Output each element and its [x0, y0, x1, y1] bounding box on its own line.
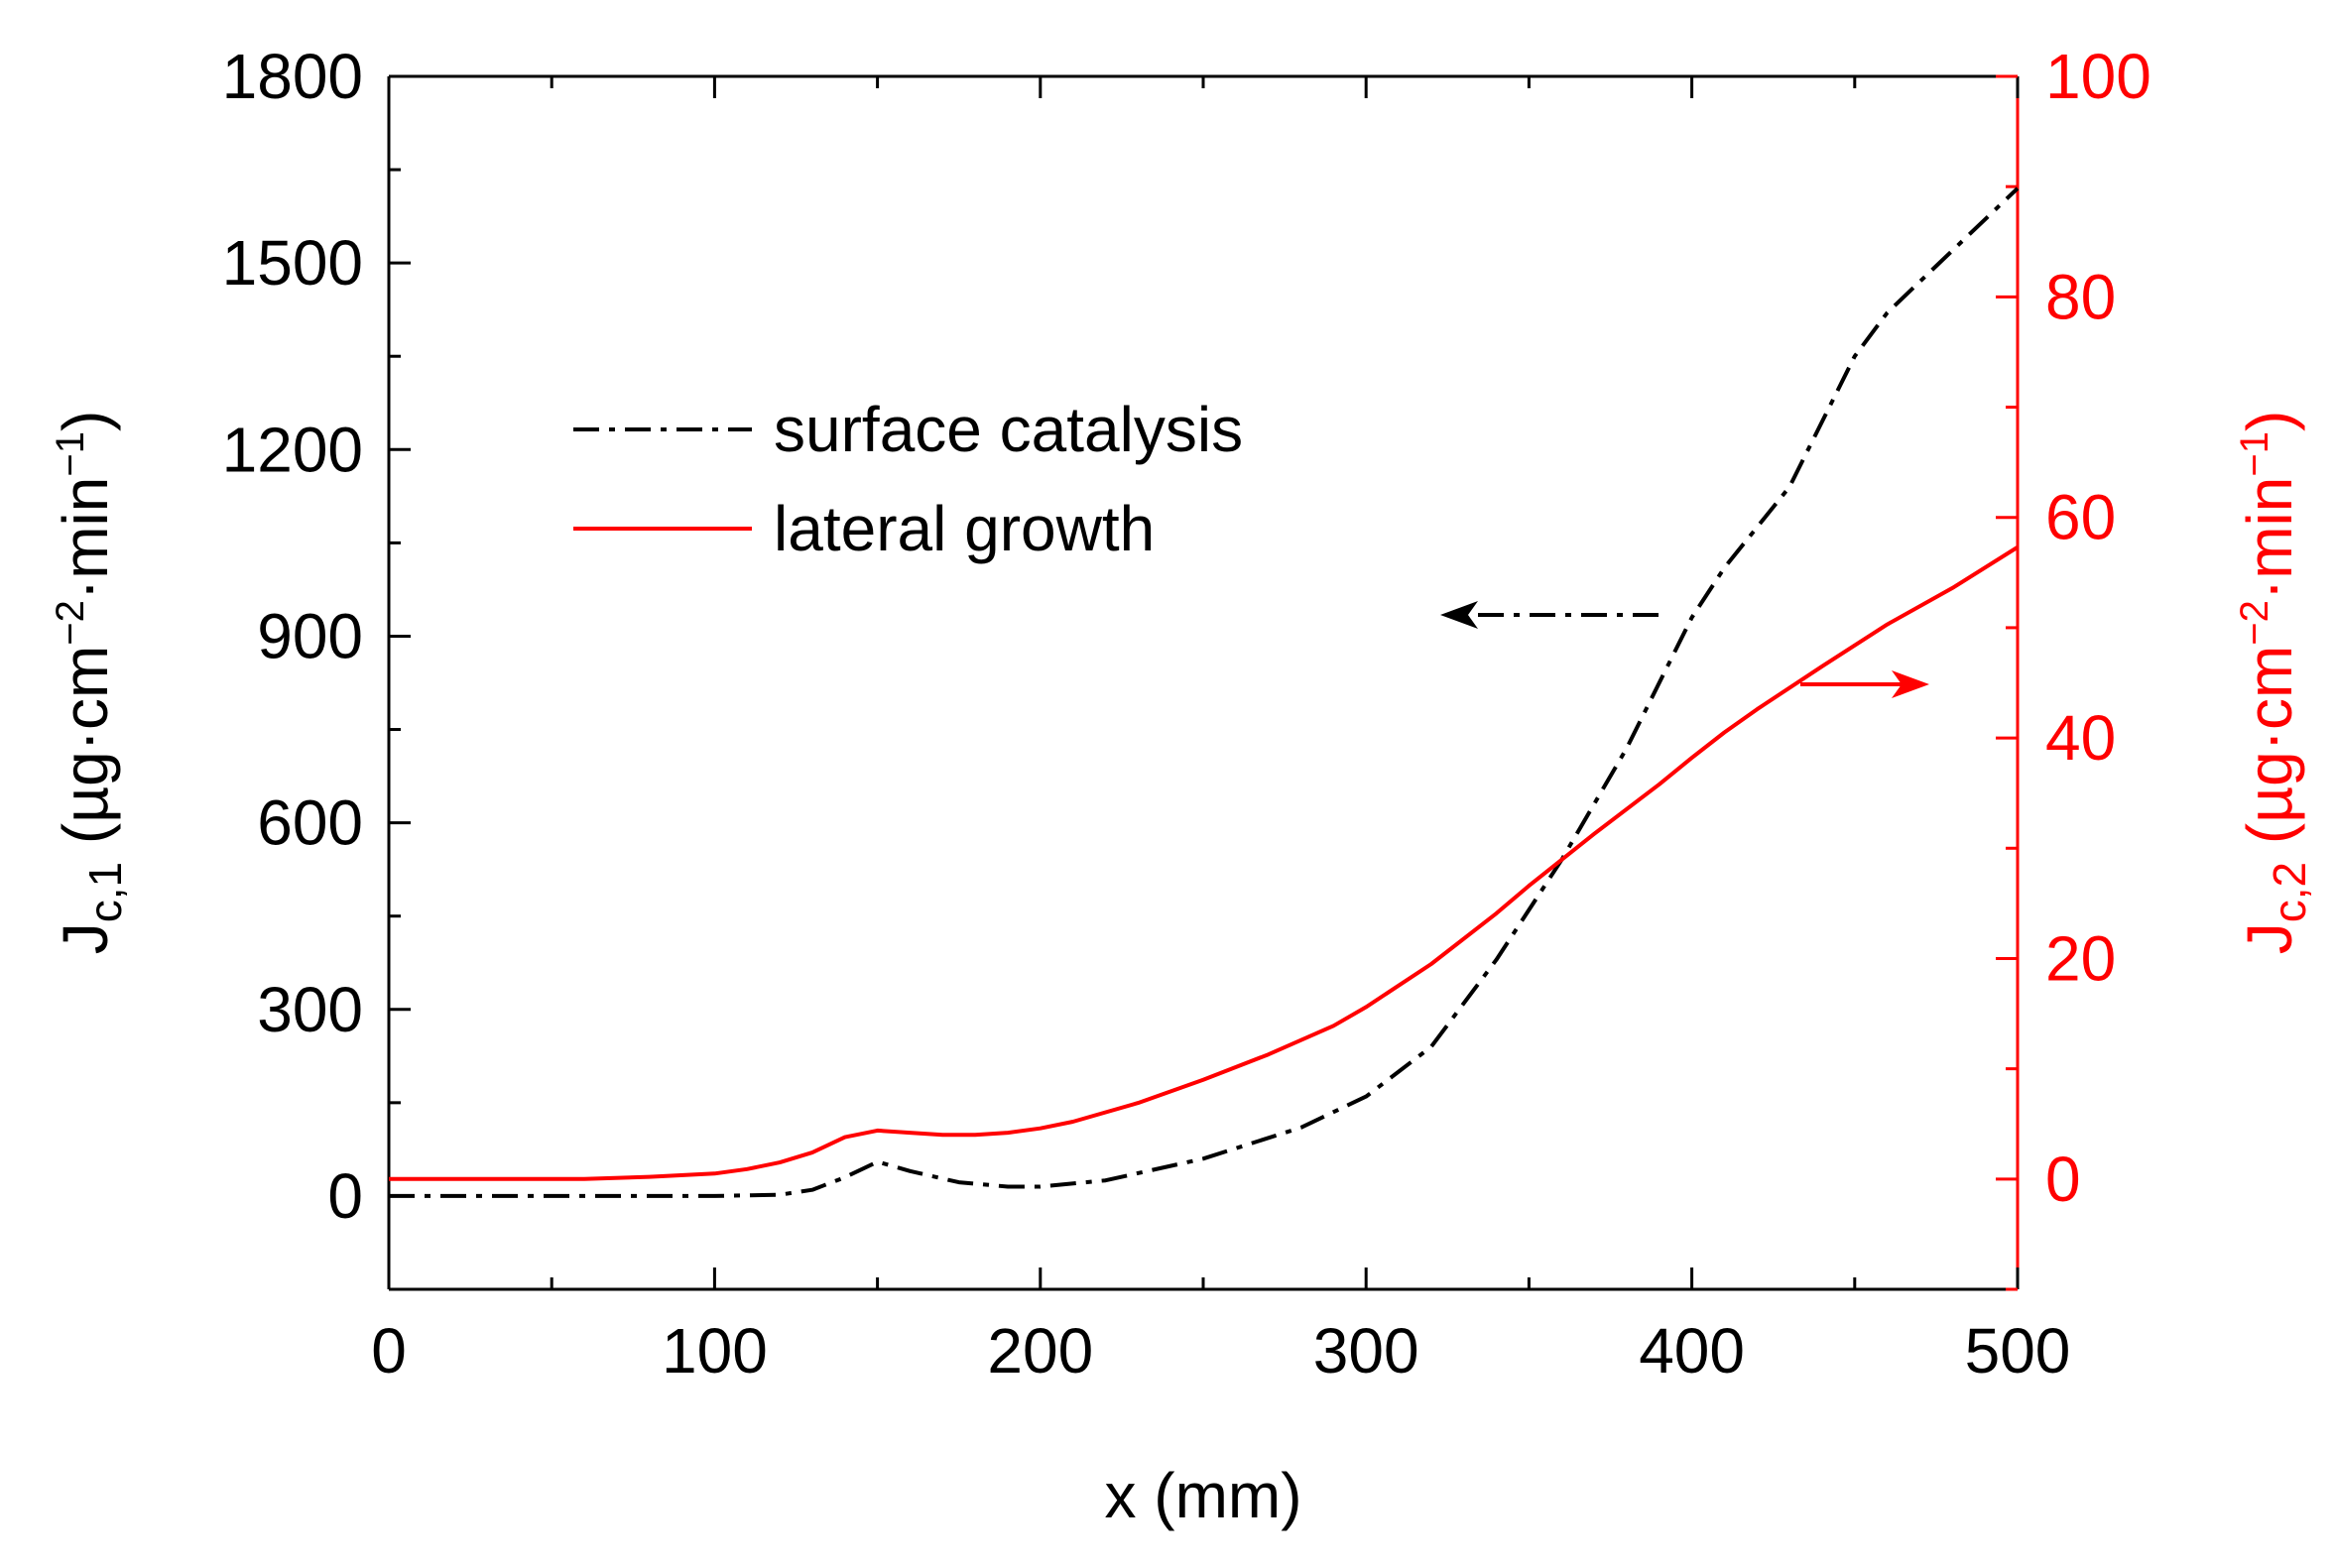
right-tick-label: 100 — [2045, 41, 2151, 112]
right-axis-title: Jc,2 (µg·cm−2·min−1) — [2233, 411, 2315, 955]
x-tick-label: 0 — [371, 1315, 407, 1387]
right-tick-label: 20 — [2045, 922, 2116, 994]
left-axis-ticks: 0 300 600 900 1200 1500 1800 — [222, 41, 411, 1291]
left-tick-label: 900 — [257, 600, 363, 671]
x-tick-label: 500 — [1965, 1315, 2071, 1387]
legend-label-surface-catalysis: surface catalysis — [774, 394, 1243, 465]
left-tick-label: 1500 — [222, 227, 363, 299]
x-tick-label: 300 — [1313, 1315, 1419, 1387]
series-lateral-growth — [389, 545, 2020, 1181]
series-surface-catalysis — [389, 186, 2020, 1198]
series-layer — [389, 186, 2020, 1198]
left-tick-label: 1200 — [222, 414, 363, 485]
arrow-left-icon — [1440, 601, 1478, 629]
x-axis-title: x (mm) — [1104, 1460, 1301, 1531]
x-axis-ticks: 0 100 200 300 400 500 — [371, 76, 2070, 1387]
legend-label-lateral-growth: lateral growth — [774, 493, 1155, 564]
right-tick-label: 40 — [2045, 702, 2116, 774]
left-tick-label: 0 — [327, 1160, 363, 1232]
left-tick-label: 600 — [257, 787, 363, 859]
legend: surface catalysis lateral growth — [573, 394, 1243, 564]
left-tick-label: 1800 — [222, 41, 363, 112]
left-axis-title: Jc,1 (µg·cm−2·min−1) — [49, 411, 131, 955]
x-tick-label: 100 — [662, 1315, 768, 1387]
right-axis-ticks: 0 20 40 60 80 100 — [1996, 41, 2151, 1291]
arrow-right-icon — [1892, 670, 1929, 698]
x-tick-label: 200 — [987, 1315, 1093, 1387]
right-tick-label: 0 — [2045, 1144, 2081, 1215]
right-tick-label: 80 — [2045, 261, 2116, 332]
right-tick-label: 60 — [2045, 482, 2116, 553]
x-tick-label: 400 — [1639, 1315, 1745, 1387]
arrow-to-right-axis — [1800, 670, 1929, 698]
left-tick-label: 300 — [257, 974, 363, 1045]
arrow-to-left-axis — [1440, 601, 1659, 629]
